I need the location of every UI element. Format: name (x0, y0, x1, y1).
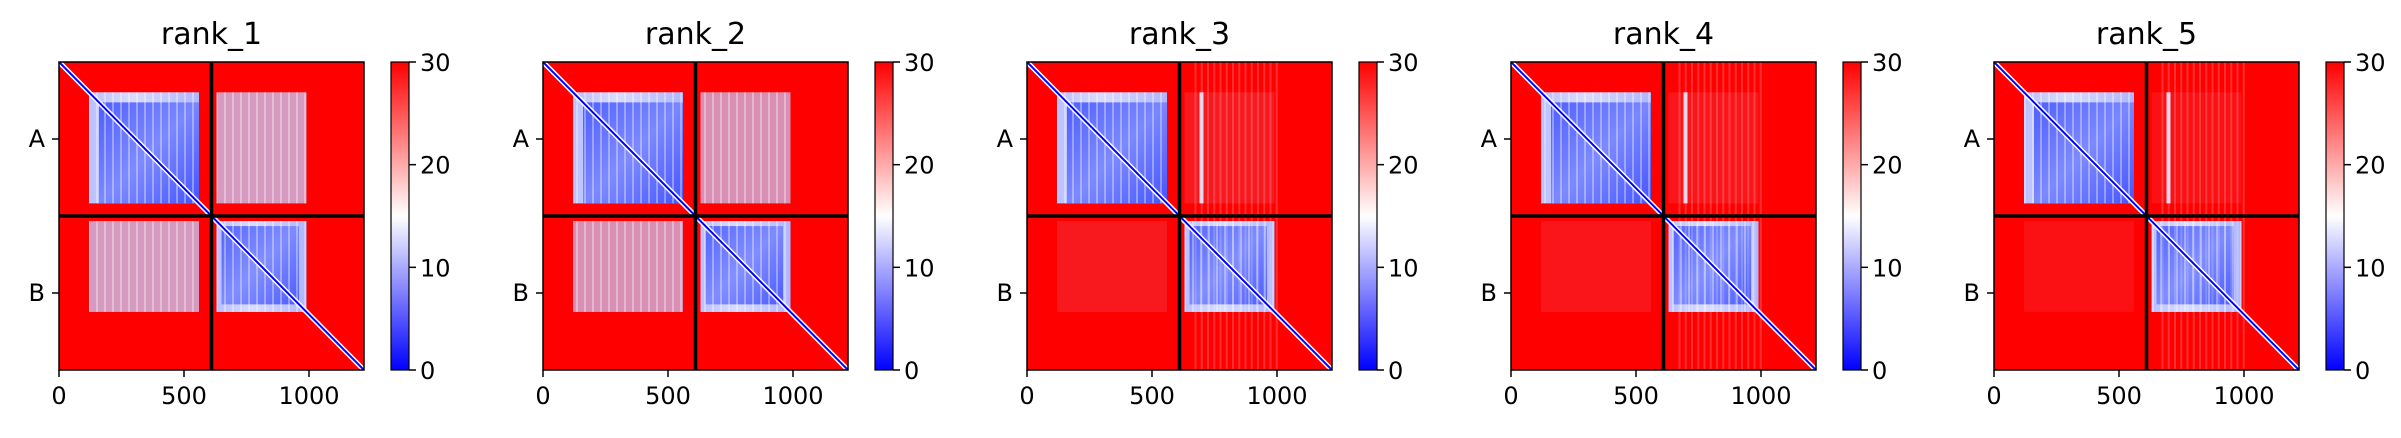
inter-chain-block-ab (2151, 92, 2242, 204)
colorbar-tick-label: 30 (904, 49, 935, 77)
x-tick-label: 500 (645, 382, 691, 410)
colorbar-tick-label: 10 (420, 254, 451, 282)
x-tick-label: 1000 (278, 382, 339, 410)
colorbar (390, 61, 410, 371)
x-tick-label: 1000 (1730, 382, 1791, 410)
x-tick-label: 0 (1019, 382, 1034, 410)
inter-chain-block-ab (1668, 92, 1759, 204)
colorbar-tick-label: 20 (904, 152, 935, 180)
panel-title: rank_3 (1129, 17, 1230, 52)
axes-frame (58, 61, 365, 371)
axes-frame (1026, 61, 1333, 371)
x-tick-label: 500 (1129, 382, 1175, 410)
chain-label-a: A (1964, 125, 1981, 153)
x-tick-label: 1000 (762, 382, 823, 410)
colorbar-tick-label: 0 (1388, 357, 1403, 385)
heatmap-panel-2: rank_2 0 500 1000 A B 0 10 20 30 (513, 17, 935, 410)
colorbar (2325, 61, 2345, 371)
chain-label-b: B (29, 279, 45, 307)
chain-label-b: B (1964, 279, 1980, 307)
chain-label-a: A (1481, 125, 1498, 153)
x-tick-label: 1000 (2213, 382, 2274, 410)
colorbar-tick-label: 0 (420, 357, 435, 385)
chain-label-a: A (29, 125, 46, 153)
panel-title: rank_4 (1613, 17, 1714, 52)
panel-title: rank_2 (645, 17, 746, 52)
colorbar-tick-label: 20 (1872, 152, 1903, 180)
chain-label-a: A (513, 125, 530, 153)
heatmap-panel-4: rank_4 0 500 1000 A B 0 10 20 30 (1481, 17, 1903, 410)
inter-chain-block-ba (1541, 221, 1651, 312)
chain-label-a: A (997, 125, 1014, 153)
colorbar-tick-label: 30 (2355, 49, 2386, 77)
x-tick-label: 0 (51, 382, 66, 410)
colorbar-tick-label: 0 (904, 357, 919, 385)
colorbar-tick-label: 0 (2355, 357, 2370, 385)
chain-label-b: B (1481, 279, 1497, 307)
x-tick-label: 1000 (1246, 382, 1307, 410)
colorbar-tick-label: 20 (420, 152, 451, 180)
colorbar-tick-label: 30 (420, 49, 451, 77)
colorbar-tick-label: 10 (904, 254, 935, 282)
x-tick-label: 500 (161, 382, 207, 410)
colorbar (1842, 61, 1862, 371)
heatmap-panel-3: rank_3 0 500 1000 A B 0 10 20 30 (997, 17, 1419, 410)
inter-chain-block-ba (2024, 221, 2134, 312)
colorbar-tick-label: 10 (2355, 254, 2386, 282)
panel-title: rank_5 (2096, 17, 2197, 52)
x-tick-label: 500 (1613, 382, 1659, 410)
colorbar-tick-label: 10 (1388, 254, 1419, 282)
heatmap-panel-1: rank_1 0 500 1000 A B 0 10 20 30 (29, 17, 451, 410)
colorbar (874, 61, 894, 371)
chain-label-b: B (513, 279, 529, 307)
colorbar-tick-label: 20 (1388, 152, 1419, 180)
inter-chain-block-ab (1184, 92, 1275, 204)
axes-frame (1510, 61, 1817, 371)
axes-frame (542, 61, 849, 371)
inter-chain-block-ba (1057, 221, 1167, 312)
x-tick-label: 0 (1503, 382, 1518, 410)
colorbar-tick-label: 30 (1872, 49, 1903, 77)
heatmap-panel-5: rank_5 0 500 1000 A B 0 10 20 30 (1964, 17, 2386, 410)
colorbar-tick-label: 0 (1872, 357, 1887, 385)
x-tick-label: 0 (1986, 382, 2001, 410)
colorbar-tick-label: 30 (1388, 49, 1419, 77)
colorbar-tick-label: 20 (2355, 152, 2386, 180)
x-tick-label: 0 (535, 382, 550, 410)
x-tick-label: 500 (2096, 382, 2142, 410)
colorbar-tick-label: 10 (1872, 254, 1903, 282)
chain-label-b: B (997, 279, 1013, 307)
colorbar (1358, 61, 1378, 371)
panel-title: rank_1 (161, 17, 262, 52)
axes-frame (1993, 61, 2300, 371)
